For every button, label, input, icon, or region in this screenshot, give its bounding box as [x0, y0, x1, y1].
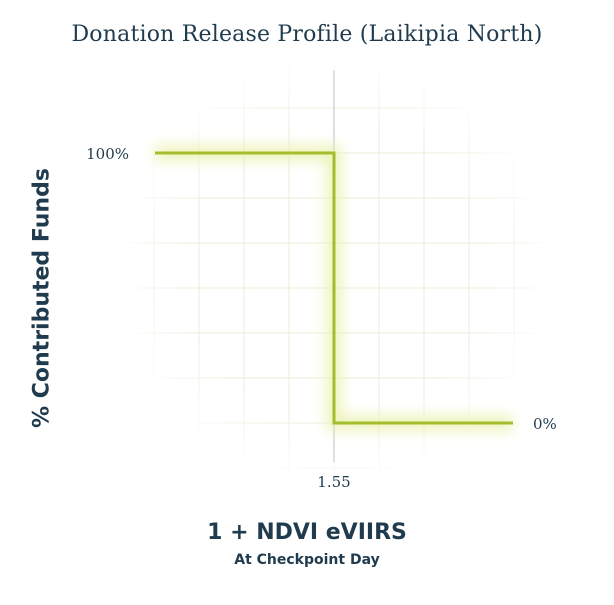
x-tick-label: 1.55: [317, 473, 350, 491]
y-tick-label: 0%: [533, 415, 557, 433]
y-tick-label: 100%: [86, 145, 129, 163]
chart-marks: 100% 0% 1.55: [86, 70, 557, 491]
series-line: [155, 151, 513, 425]
x-axis-sublabel: At Checkpoint Day: [234, 552, 380, 568]
x-axis-label: 1 + NDVI eVIIRS: [207, 520, 407, 545]
chart-title: Donation Release Profile (Laikipia North…: [71, 22, 543, 47]
y-axis-label: % Contributed Funds: [29, 168, 55, 428]
